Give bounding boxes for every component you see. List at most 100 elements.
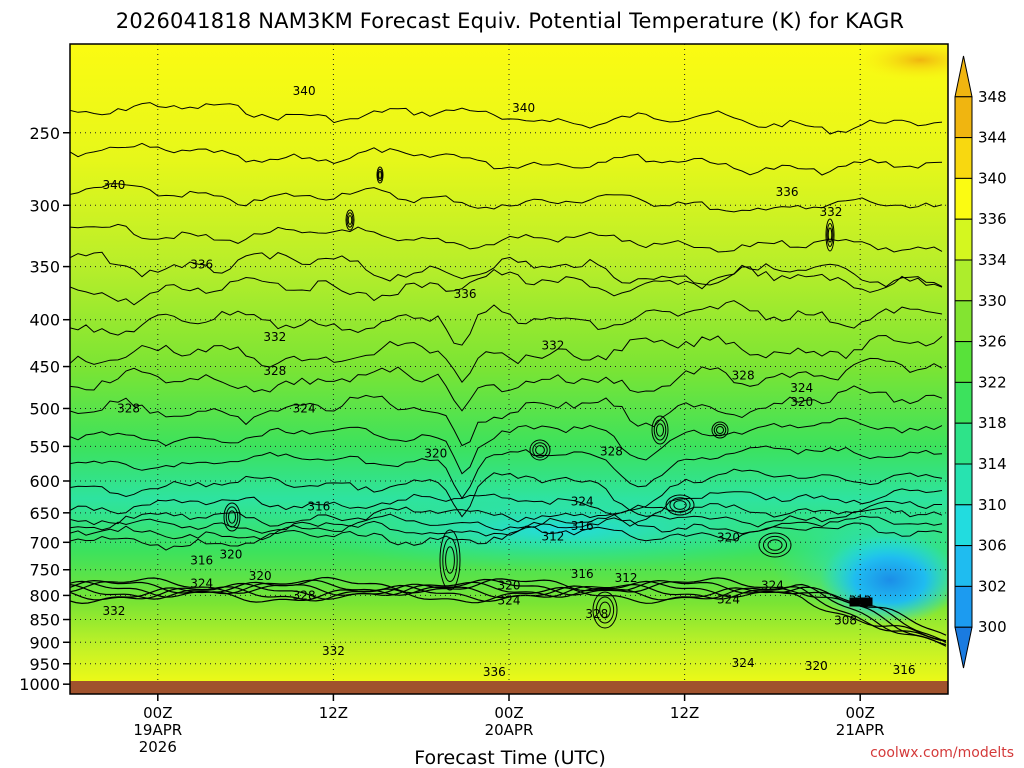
contour-cell bbox=[762, 535, 788, 555]
colorbar-label: 340 bbox=[978, 169, 1007, 187]
colorbar-swatch bbox=[954, 381, 973, 424]
contour-value-label: 324 bbox=[498, 593, 521, 607]
contour-line bbox=[70, 468, 943, 518]
x-tick-label: 12Z bbox=[670, 704, 699, 722]
x-tick-label: 00Z bbox=[494, 704, 523, 722]
credit-text: coolwx.com/modelts bbox=[870, 745, 1014, 761]
grid-lines bbox=[70, 44, 948, 694]
contour-value-label: 320 bbox=[498, 578, 521, 592]
y-axis: 250 300 350 400 450 500 550 600 650 700 750 800 850 9… bbox=[19, 124, 70, 694]
contour-value-label: 336 bbox=[190, 257, 213, 271]
colorbar-arrow-bottom bbox=[954, 626, 973, 669]
y-tick-label: 550 bbox=[29, 437, 60, 456]
contour-cell bbox=[532, 442, 548, 458]
contour-cell bbox=[758, 532, 792, 558]
colorbar-label: 322 bbox=[978, 373, 1007, 391]
contour-value-label: 332 bbox=[322, 644, 345, 658]
contour-line bbox=[70, 142, 943, 176]
colorbar-swatch bbox=[954, 341, 973, 383]
contour-line bbox=[70, 515, 943, 541]
contour-line bbox=[70, 300, 943, 346]
contour-cell bbox=[827, 227, 833, 243]
colorbar-label: 306 bbox=[978, 537, 1007, 555]
contour-cell bbox=[595, 596, 615, 624]
contour-value-label: 332 bbox=[102, 604, 125, 618]
y-tick-label: 750 bbox=[29, 561, 60, 580]
contour-line bbox=[70, 251, 943, 288]
y-tick-label: 650 bbox=[29, 504, 60, 523]
x-tick-label: 20APR bbox=[485, 721, 534, 739]
contour-labels: 340 340 340 336 332 336 336 332 332 328 328 324 328 3… bbox=[102, 84, 915, 679]
y-tick-label: 400 bbox=[29, 311, 60, 330]
x-tick-label: 2026 bbox=[139, 738, 177, 756]
colorbar-label: 314 bbox=[978, 455, 1007, 473]
x-tick-label: 21APR bbox=[836, 721, 885, 739]
contour-line bbox=[70, 385, 943, 447]
contour-cell bbox=[592, 591, 618, 629]
y-tick-label: 300 bbox=[29, 196, 60, 215]
y-tick-label: 900 bbox=[29, 633, 60, 652]
field-cyan-region bbox=[300, 490, 820, 570]
colorbar-swatch bbox=[954, 545, 973, 587]
colorbar-swatch bbox=[954, 463, 973, 506]
x-axis-label: Forecast Time (UTC) bbox=[414, 747, 605, 768]
contour-cell bbox=[376, 166, 384, 184]
contour-value-label: 320 bbox=[220, 548, 243, 562]
y-tick-label: 800 bbox=[29, 586, 60, 605]
contour-cell bbox=[673, 500, 687, 510]
contour-cell bbox=[826, 222, 834, 248]
contour-line bbox=[70, 417, 943, 475]
contour-cell bbox=[715, 425, 725, 435]
colorbar-swatch bbox=[954, 259, 973, 302]
contour-value-label: 328 bbox=[117, 401, 140, 415]
contour-cell bbox=[442, 537, 458, 583]
contour-value-label: 324 bbox=[293, 401, 316, 415]
chart-title: 2026041818 NAM3KM Forecast Equiv. Potent… bbox=[116, 9, 904, 33]
y-tick-label: 350 bbox=[29, 258, 60, 277]
contour-cell bbox=[223, 502, 241, 532]
contour-line bbox=[70, 266, 943, 306]
contour-value-label: 316 bbox=[307, 500, 330, 514]
colorbar-label: 310 bbox=[978, 496, 1007, 514]
contour-cell bbox=[713, 423, 727, 437]
contour-cell bbox=[665, 494, 695, 516]
y-tick-label: 950 bbox=[29, 655, 60, 674]
contour-value-label: 324 bbox=[717, 592, 740, 606]
contour-value-label: 336 bbox=[454, 287, 477, 301]
contour-line bbox=[70, 334, 943, 384]
contour-cell bbox=[225, 506, 239, 528]
contour-lines bbox=[70, 102, 947, 647]
contour-value-label: 328 bbox=[600, 444, 623, 458]
y-tick-label: 700 bbox=[29, 533, 60, 552]
plot-area: 340 340 340 336 332 336 336 332 332 328 328 324 328 3… bbox=[70, 44, 948, 694]
contour-value-label: 332 bbox=[263, 330, 286, 344]
contour-value-label: 332 bbox=[819, 205, 842, 219]
colorbar-swatch bbox=[954, 96, 973, 139]
x-tick-label: 00Z bbox=[143, 704, 172, 722]
contour-value-label: 328 bbox=[732, 368, 755, 382]
contour-line bbox=[70, 223, 943, 253]
contour-line bbox=[70, 578, 947, 644]
contour-value-label: 312 bbox=[541, 530, 564, 544]
colorbar-swatch bbox=[954, 177, 973, 220]
colorbar-label: 300 bbox=[978, 618, 1007, 636]
contour-value-label: 308 bbox=[834, 613, 857, 627]
contour-cell bbox=[849, 597, 873, 607]
y-tick-label: 850 bbox=[29, 611, 60, 630]
contour-line bbox=[70, 357, 943, 412]
contour-value-label: 324 bbox=[571, 495, 594, 509]
colorbar-label: 330 bbox=[978, 292, 1007, 310]
colorbar-label: 334 bbox=[978, 251, 1007, 269]
contour-line bbox=[70, 584, 947, 642]
contour-cell bbox=[767, 539, 783, 551]
contour-value-label: 312 bbox=[849, 593, 872, 607]
contour-value-label: 324 bbox=[790, 381, 813, 395]
contour-cell bbox=[599, 601, 611, 619]
contour-line bbox=[70, 586, 947, 642]
contour-cell bbox=[655, 423, 665, 437]
colorbar-label: 336 bbox=[978, 210, 1007, 228]
colorbar-swatch bbox=[954, 218, 973, 261]
contour-line bbox=[70, 500, 942, 527]
